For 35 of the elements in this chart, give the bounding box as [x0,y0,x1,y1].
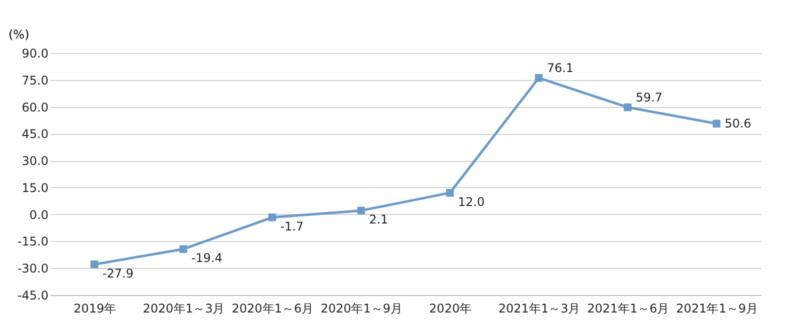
data-label: -27.9 [102,266,134,280]
x-tick-label: 2020年1～6月 [232,302,314,316]
point [268,214,276,222]
y-tick-label: 90.0 [22,46,48,60]
y-tick-label: 45.0 [22,127,48,142]
data-label: 76.1 [546,60,574,75]
data-label: 50.6 [724,116,752,131]
point [357,206,365,214]
x-tick-label: 2020年1～3月 [142,302,225,316]
x-tick-label: 2021年1～3月 [498,302,580,316]
data-label: 2.1 [369,212,388,227]
data-label: -19.4 [191,251,222,266]
y-tick-label: 75.0 [22,73,48,88]
y-axis-title: (%) [8,28,30,42]
point [90,260,98,268]
y-tick-label: 15.0 [22,180,48,195]
y-tick-label: 60.0 [22,100,48,114]
point [712,120,720,128]
y-tick-label: 0.0 [29,208,48,222]
x-tick-label: 2020年1～9月 [320,302,402,316]
data-label: 59.7 [636,90,662,104]
y-tick-label: -45.0 [17,288,48,302]
point [179,245,188,253]
data-label: 12.0 [458,194,485,209]
y-tick-label: -30.0 [17,262,48,276]
x-tick-label: 2019年 [74,302,116,316]
point [534,74,543,82]
point [446,188,454,197]
y-tick-label: -15.0 [17,234,48,249]
point [624,103,632,112]
x-tick-label: 2021年1～6月 [587,302,670,316]
x-tick-label: 2021年1～9月 [676,302,758,316]
data-label: -1.7 [280,219,304,234]
x-tick-label: 2020年 [429,302,472,316]
y-tick-label: 30.0 [22,154,48,168]
